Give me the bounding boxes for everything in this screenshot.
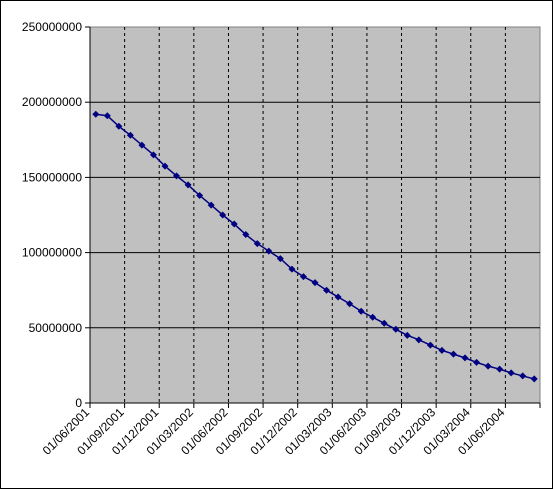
y-tick-label: 100000000 bbox=[22, 246, 82, 260]
point-marker bbox=[519, 372, 527, 380]
point-marker bbox=[276, 255, 284, 263]
point-marker bbox=[242, 231, 250, 239]
point-marker bbox=[530, 375, 538, 383]
point-marker bbox=[357, 307, 365, 315]
point-marker bbox=[126, 131, 134, 139]
point-marker bbox=[323, 286, 331, 294]
y-tick-label: 150000000 bbox=[22, 170, 82, 184]
y-tick-label: 250000000 bbox=[22, 20, 82, 34]
point-marker bbox=[496, 365, 504, 373]
point-marker bbox=[207, 201, 215, 209]
point-marker bbox=[265, 247, 273, 255]
point-marker bbox=[253, 240, 261, 248]
y-tick-label: 200000000 bbox=[22, 95, 82, 109]
point-marker bbox=[230, 220, 238, 228]
point-marker bbox=[403, 331, 411, 339]
point-marker bbox=[299, 273, 307, 281]
point-marker bbox=[138, 141, 146, 149]
point-marker bbox=[438, 346, 446, 354]
point-marker bbox=[380, 319, 388, 327]
point-marker bbox=[415, 336, 423, 344]
point-marker bbox=[103, 112, 111, 120]
point-marker bbox=[219, 211, 227, 219]
point-marker bbox=[461, 354, 469, 362]
point-marker bbox=[311, 279, 319, 287]
point-marker bbox=[288, 265, 296, 273]
point-marker bbox=[92, 110, 100, 118]
point-marker bbox=[334, 293, 342, 301]
y-tick-label: 50000000 bbox=[29, 321, 83, 335]
point-marker bbox=[369, 313, 377, 321]
point-marker bbox=[184, 181, 192, 189]
point-marker bbox=[196, 191, 204, 199]
point-marker bbox=[161, 162, 169, 170]
point-marker bbox=[449, 350, 457, 358]
point-marker bbox=[473, 358, 481, 366]
y-tick-label: 0 bbox=[75, 396, 82, 410]
point-marker bbox=[346, 300, 354, 308]
point-marker bbox=[507, 369, 515, 377]
point-marker bbox=[484, 362, 492, 370]
plot-area bbox=[89, 26, 541, 404]
point-marker bbox=[149, 151, 157, 159]
point-marker bbox=[173, 172, 181, 180]
point-marker bbox=[115, 122, 123, 130]
point-marker bbox=[392, 325, 400, 333]
point-marker bbox=[426, 341, 434, 349]
